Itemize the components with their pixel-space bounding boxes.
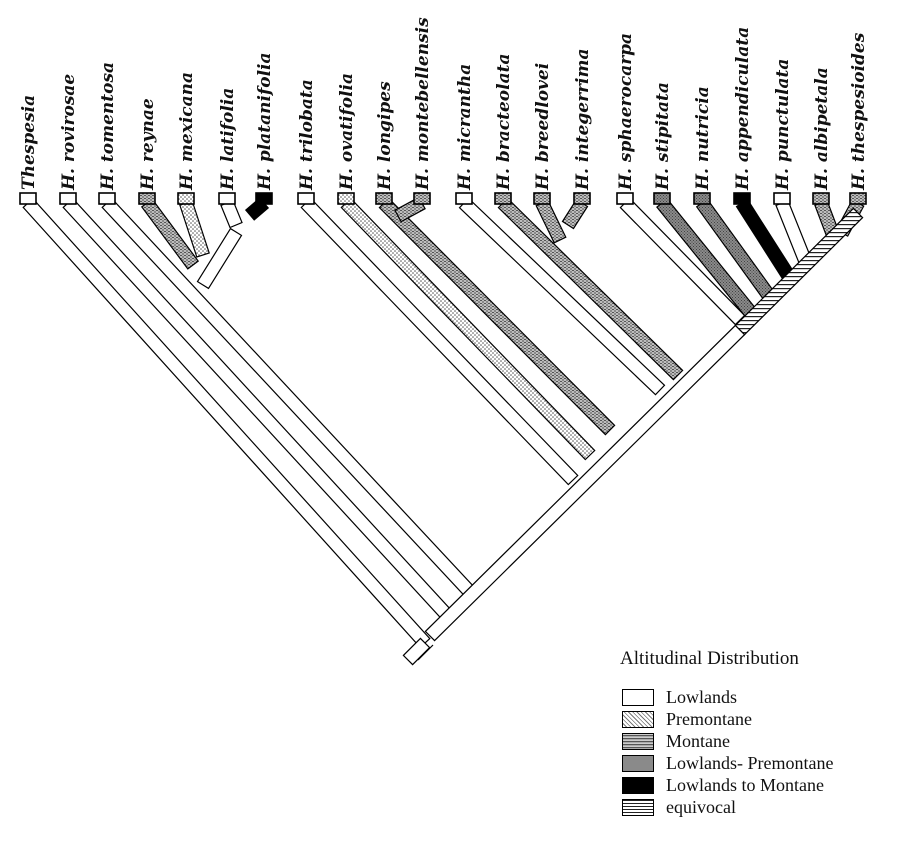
legend-label: Premontane bbox=[666, 708, 752, 729]
state-box-h-tomentosa bbox=[98, 192, 116, 205]
state-box-h-latifolia bbox=[218, 192, 236, 205]
legend-swatch-lowlands bbox=[622, 688, 654, 706]
state-box-h-appendiculata bbox=[733, 192, 751, 205]
legend-label: equivocal bbox=[666, 796, 736, 817]
taxon-label-h-trilobata: H. trilobata bbox=[297, 79, 317, 191]
state-box-thespesia bbox=[19, 192, 37, 205]
legend-item-equivocal: equivocal bbox=[618, 796, 918, 818]
state-box-h-nutricia bbox=[693, 192, 711, 205]
tree-branches bbox=[22, 196, 865, 666]
state-box-h-bracteolata bbox=[494, 192, 512, 205]
legend-label: Montane bbox=[666, 730, 730, 751]
legend: Altitudinal Distribution Lowlands Premont… bbox=[618, 648, 918, 818]
taxon-label-h-rovirosae: H. rovirosae bbox=[59, 74, 79, 191]
legend-label: Lowlands to Montane bbox=[666, 774, 824, 795]
state-box-h-integerrima bbox=[573, 192, 591, 205]
legend-label: Lowlands- Premontane bbox=[666, 752, 834, 773]
taxon-label-h-latifolia: H. latifolia bbox=[218, 88, 238, 191]
taxon-labels: Thespesia H. rovirosae H. tomentosa H. reyn… bbox=[19, 17, 869, 191]
taxon-label-h-stipitata: H. stipitata bbox=[653, 82, 673, 191]
taxon-label-thespesia: Thespesia bbox=[19, 95, 39, 190]
taxon-label-h-sphaerocarpa: H. sphaerocarpa bbox=[616, 33, 636, 191]
taxon-label-h-albipetala: H. albipetala bbox=[812, 67, 832, 191]
legend-swatch-montane bbox=[622, 732, 654, 750]
state-box-h-micrantha bbox=[455, 192, 473, 205]
taxon-label-h-mexicana: H. mexicana bbox=[177, 72, 197, 191]
state-box-h-ovatifolia bbox=[337, 192, 355, 205]
state-box-h-mexicana bbox=[177, 192, 195, 205]
state-box-h-montebellensis bbox=[413, 192, 431, 205]
state-box-h-sphaerocarpa bbox=[616, 192, 634, 205]
taxon-label-h-longipes: H. longipes bbox=[375, 81, 395, 191]
taxon-label-h-breedlovei: H. breedlovei bbox=[533, 63, 553, 191]
branch-h-rovirosae bbox=[62, 197, 451, 619]
legend-swatch-equivocal bbox=[622, 798, 654, 816]
state-box-h-rovirosae bbox=[59, 192, 77, 205]
branch-h-micrantha bbox=[458, 197, 666, 396]
state-box-h-punctulata bbox=[773, 192, 791, 205]
taxon-label-h-punctulata: H. punctulata bbox=[773, 59, 793, 191]
state-box-h-albipetala bbox=[812, 192, 830, 205]
taxon-label-h-tomentosa: H. tomentosa bbox=[98, 62, 118, 191]
state-box-h-trilobata bbox=[297, 192, 315, 205]
state-box-h-reynae bbox=[138, 192, 156, 205]
taxon-label-h-appendiculata: H. appendiculata bbox=[733, 27, 753, 191]
legend-swatch-lowlands-to-montane bbox=[622, 776, 654, 794]
state-box-h-platanifolia bbox=[255, 192, 273, 205]
legend-title: Altitudinal Distribution bbox=[620, 648, 799, 669]
branch-h-tomentosa bbox=[101, 197, 474, 596]
root-stem bbox=[417, 644, 434, 661]
branch-root bbox=[402, 637, 431, 666]
taxon-label-h-thespesioides: H. thespesioides bbox=[849, 32, 869, 191]
character-state-boxes bbox=[19, 192, 867, 205]
legend-item-lowlands-premontane: Lowlands- Premontane bbox=[618, 752, 918, 774]
state-box-h-stipitata bbox=[653, 192, 671, 205]
state-box-h-breedlovei bbox=[533, 192, 551, 205]
taxon-label-h-nutricia: H. nutricia bbox=[693, 86, 713, 191]
taxon-label-h-integerrima: H. integerrima bbox=[573, 49, 593, 191]
taxon-label-h-bracteolata: H. bracteolata bbox=[494, 54, 514, 191]
taxon-label-h-platanifolia: H. platanifolia bbox=[255, 52, 275, 191]
legend-item-lowlands: Lowlands bbox=[618, 686, 918, 708]
legend-item-premontane: Premontane bbox=[618, 708, 918, 730]
taxon-label-h-micrantha: H. micrantha bbox=[455, 64, 475, 191]
legend-item-montane: Montane bbox=[618, 730, 918, 752]
taxon-label-h-montebellensis: H. montebellensis bbox=[413, 17, 433, 191]
legend-swatch-premontane bbox=[622, 710, 654, 728]
taxon-label-h-reynae: H. reynae bbox=[138, 98, 158, 191]
legend-label: Lowlands bbox=[666, 686, 737, 707]
state-box-h-longipes bbox=[375, 192, 393, 205]
taxon-label-h-ovatifolia: H. ovatifolia bbox=[337, 73, 357, 191]
branch-latifolia-clade bbox=[196, 227, 243, 290]
legend-item-lowlands-to-montane: Lowlands to Montane bbox=[618, 774, 918, 796]
state-box-h-thespesioides bbox=[849, 192, 867, 205]
branch-equivocal-clade bbox=[734, 207, 864, 336]
legend-swatch-lowlands-premontane bbox=[622, 754, 654, 772]
